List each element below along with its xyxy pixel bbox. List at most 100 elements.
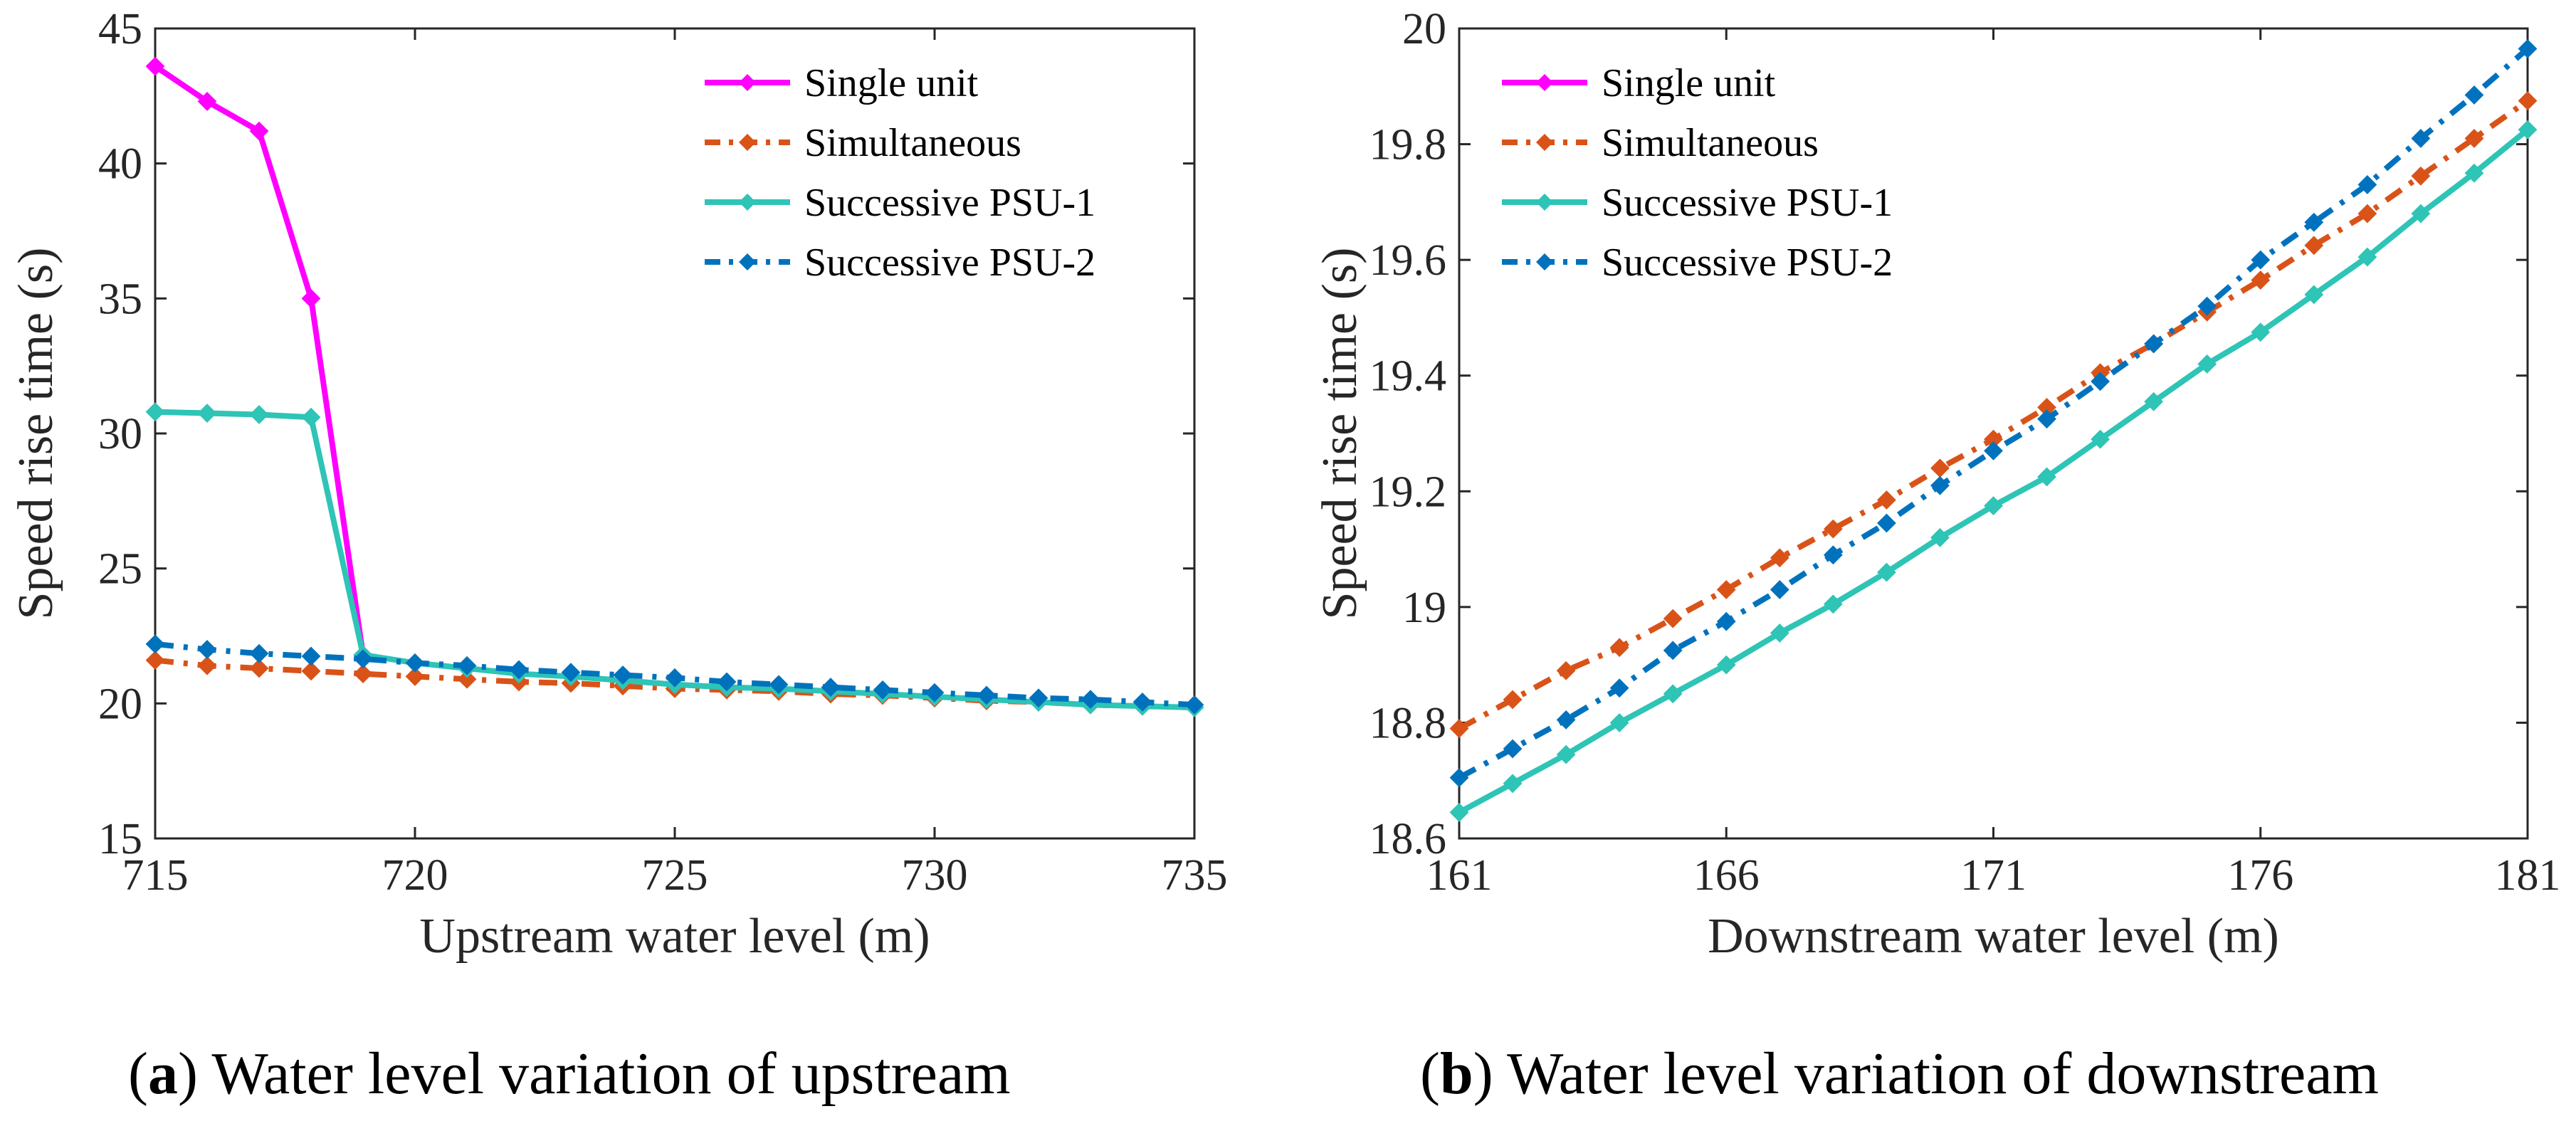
data-point-psu2	[1823, 545, 1843, 565]
data-point-psu2	[2197, 296, 2217, 316]
data-point-single	[249, 121, 269, 141]
data-point-psu2	[925, 683, 945, 702]
y-tick-label: 20	[1402, 5, 1446, 53]
data-point-simultaneous	[353, 664, 373, 684]
y-tick-label: 18.6	[1370, 815, 1447, 863]
data-point-psu2	[2037, 409, 2056, 429]
series-line-single	[153, 63, 366, 656]
data-point-psu2	[249, 643, 269, 663]
data-point-psu2	[2144, 334, 2164, 354]
x-tick-label: 176	[2227, 851, 2293, 900]
data-point-psu1	[2357, 247, 2377, 267]
data-point-psu2	[509, 660, 529, 680]
data-point-psu2	[561, 663, 581, 683]
data-point-psu2	[145, 634, 165, 654]
data-point-psu2	[353, 649, 373, 669]
data-point-simultaneous	[1930, 458, 1950, 478]
data-point-psu1	[1503, 774, 1523, 794]
data-point-psu2	[2464, 85, 2484, 105]
data-point-psu2	[405, 653, 425, 673]
legend-label-simultaneous: Simultaneous	[1602, 121, 1819, 165]
data-point-psu2	[1770, 580, 1789, 599]
data-point-psu1	[1716, 655, 1736, 675]
data-point-simultaneous	[249, 658, 269, 678]
legend-label-simultaneous: Simultaneous	[804, 121, 1021, 165]
series-single	[145, 56, 373, 665]
data-point-psu2	[1716, 611, 1736, 631]
data-point-psu2	[1556, 710, 1576, 730]
data-point-psu2	[1449, 768, 1469, 788]
legend-label-psu2: Successive PSU-2	[1602, 241, 1893, 285]
caption-b-label: b	[1439, 1041, 1473, 1107]
data-point-simultaneous	[301, 661, 321, 681]
x-tick-label: 166	[1693, 851, 1760, 900]
data-point-psu1	[1930, 527, 1950, 547]
x-tick-label: 720	[382, 851, 448, 900]
data-point-psu2	[2251, 250, 2271, 270]
data-point-psu1	[197, 404, 217, 423]
data-point-simultaneous	[1823, 519, 1843, 539]
series-psu2	[145, 634, 1204, 715]
y-tick-label: 19.2	[1370, 468, 1447, 516]
data-point-psu1	[2091, 429, 2110, 449]
y-tick-label: 15	[98, 815, 142, 863]
data-point-psu1	[2197, 354, 2217, 374]
data-point-psu1	[2144, 391, 2164, 411]
data-point-psu2	[1984, 441, 2003, 460]
data-point-simultaneous	[1503, 690, 1523, 710]
data-point-psu2	[1876, 513, 1896, 533]
data-point-simultaneous	[2357, 204, 2377, 223]
legend-marker-psu1	[1536, 194, 1553, 211]
data-point-psu2	[1184, 695, 1204, 715]
x-tick-label: 735	[1162, 851, 1228, 900]
data-point-simultaneous	[405, 666, 425, 686]
y-tick-label: 19.8	[1370, 121, 1447, 169]
legend-label-psu2: Successive PSU-2	[804, 241, 1095, 285]
data-point-psu2	[1609, 678, 1629, 698]
x-tick-label: 181	[2495, 851, 2561, 900]
data-point-simultaneous	[197, 656, 217, 675]
legend: Single unit Simultaneous Successive PSU-1 S…	[683, 41, 1174, 305]
y-tick-label: 19.6	[1370, 236, 1447, 285]
data-point-psu1	[1823, 594, 1843, 614]
data-point-psu1	[2518, 120, 2538, 140]
data-point-psu2	[717, 672, 737, 692]
data-point-psu2	[1081, 690, 1100, 710]
caption-a-text: Water level variation of upstream	[211, 1041, 1011, 1107]
data-point-single	[197, 92, 217, 111]
data-point-psu1	[2464, 163, 2484, 183]
caption-b-text: Water level variation of downstream	[1507, 1041, 2379, 1107]
data-point-psu2	[1029, 688, 1048, 708]
legend: Single unit Simultaneous Successive PSU-1 S…	[1481, 41, 2036, 305]
y-tick-label: 25	[98, 545, 142, 594]
y-tick-label: 19.4	[1370, 352, 1447, 401]
data-point-psu2	[2357, 175, 2377, 194]
y-tick-label: 30	[98, 410, 142, 458]
data-point-psu2	[2518, 39, 2538, 58]
data-point-psu1	[2037, 467, 2056, 487]
data-point-psu2	[197, 640, 217, 659]
data-point-simultaneous	[2411, 166, 2431, 186]
data-point-psu1	[1556, 744, 1576, 764]
data-point-psu1	[2251, 322, 2271, 342]
y-tick-label: 45	[98, 5, 142, 53]
caption-a-label: a	[147, 1041, 178, 1107]
legend-label-psu1: Successive PSU-1	[804, 181, 1095, 225]
y-tick-label: 19	[1402, 584, 1446, 632]
legend-marker-single	[1536, 74, 1553, 91]
caption-a: (a) Water level variation of upstream	[128, 1041, 1011, 1107]
data-point-psu2	[977, 685, 997, 705]
caption-b: (b) Water level variation of downstream	[1420, 1041, 2379, 1107]
data-point-psu1	[249, 405, 269, 424]
data-point-psu2	[1930, 475, 1950, 495]
legend-label-single: Single unit	[804, 61, 979, 105]
x-tick-label: 161	[1426, 851, 1493, 900]
data-point-psu2	[1503, 739, 1523, 759]
data-point-single	[145, 56, 165, 76]
legend-marker-simultaneous	[739, 134, 756, 151]
data-point-psu2	[665, 668, 685, 688]
data-point-psu1	[2304, 285, 2324, 305]
data-point-psu2	[1663, 641, 1683, 661]
data-point-psu1	[1876, 562, 1896, 582]
